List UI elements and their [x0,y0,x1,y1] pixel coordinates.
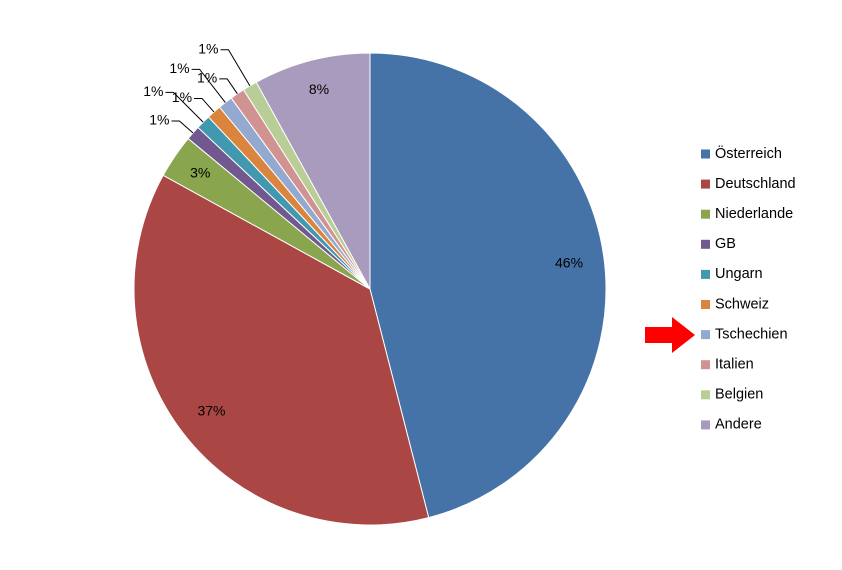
data-label: 1% [197,70,217,86]
data-label: 46% [555,255,583,271]
legend-label: Österreich [715,144,782,162]
legend-label: Andere [715,417,762,433]
legend-label: Ungarn [715,266,763,282]
data-label: 1% [198,40,218,56]
leader-line [194,97,215,113]
legend-swatch [701,330,710,340]
leader-line [191,68,226,103]
data-label: 1% [149,112,169,128]
legend-label: Deutschland [715,176,796,192]
pie-slice [255,52,371,290]
data-label: 37% [197,403,225,419]
pie-slice [369,52,607,519]
legend-swatch [701,420,710,430]
pie [133,52,607,526]
legend-swatch [701,390,710,400]
data-label: 1% [143,83,163,99]
legend-label: Italien [715,357,754,373]
data-labels: 46%37%3%1%1% 1%1%1%1%8% [143,40,583,418]
legend-label: Tschechien [715,326,788,342]
data-label: 8% [309,81,329,97]
arrow-annotation [645,317,695,353]
legend-swatch [701,300,710,309]
pie-slice [133,174,430,526]
data-label: 1% [172,89,192,105]
legend-label: Niederlande [715,206,793,222]
legend-swatch [701,360,710,370]
legend-label: Belgien [715,387,763,403]
leader-line [171,120,194,134]
legend-swatch [701,239,710,249]
legend-swatch [701,149,710,159]
leader-line [165,91,204,123]
legend-swatch [701,269,710,279]
legend: Österreich Deutschland Niederlande GB Ungarn… [701,144,796,433]
legend-swatch [701,209,710,219]
leader-line [220,49,251,87]
data-label: 3% [190,164,210,180]
legend-label: GB [715,236,736,252]
data-label: 1% [169,60,189,76]
legend-swatch [701,179,710,189]
leader-line [219,78,238,95]
legend-label: Schweiz [715,296,769,312]
